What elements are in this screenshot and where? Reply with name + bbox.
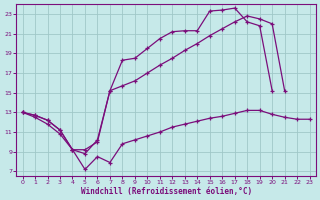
X-axis label: Windchill (Refroidissement éolien,°C): Windchill (Refroidissement éolien,°C) bbox=[81, 187, 252, 196]
